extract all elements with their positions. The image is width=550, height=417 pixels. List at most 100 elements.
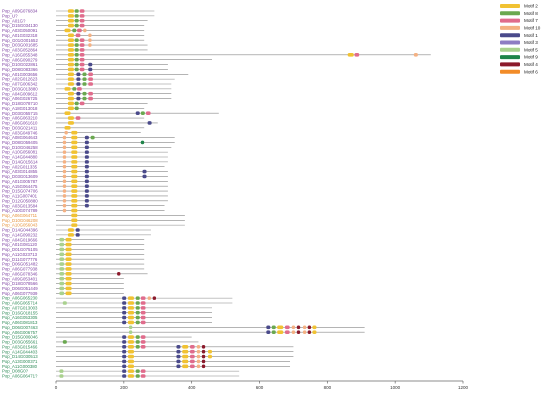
legend-swatch (500, 25, 520, 30)
legend-label: Motif 1 (524, 33, 538, 38)
motif-box (312, 330, 317, 334)
gene-label: Pop_D06G051482 (2, 262, 38, 267)
motif-box (67, 106, 74, 111)
gene-row: Pop_D14G044396 (2, 228, 151, 233)
motif-box (117, 272, 121, 276)
legend-item: Motif 10 (500, 26, 541, 31)
motif-box (176, 349, 181, 354)
gene-row: Pop_D10G046258 (2, 145, 172, 150)
motif-box (71, 160, 78, 164)
gene-label: Pop_A06G026725 (2, 96, 38, 101)
gene-row: Pop_D15G006046 (2, 335, 192, 340)
motif-box (62, 169, 67, 174)
gene-row: Pop_A01G003656 (2, 72, 189, 77)
gene-row: Pop_A09G076834 (2, 9, 155, 14)
motif-box (122, 335, 127, 339)
gene-row: Pop_D03G021411 (2, 125, 145, 130)
motif-box (79, 9, 85, 13)
gene-row: Pop_A14G044403 (2, 349, 294, 354)
motif-box (127, 369, 135, 373)
legend-swatch (500, 55, 520, 60)
motif-box (84, 184, 89, 188)
motif-box (189, 354, 195, 359)
motif-box (128, 325, 133, 330)
motif-box (88, 67, 93, 72)
motif-box (62, 140, 67, 145)
motif-box (74, 14, 79, 18)
motif-box (140, 374, 146, 378)
motif-box (59, 257, 65, 261)
gene-label: Pop_D14G044396 (2, 228, 38, 233)
legend-swatch (500, 4, 520, 8)
motif-box (62, 340, 67, 344)
motif-box (67, 228, 74, 232)
motif-box (135, 296, 140, 300)
legend-item: Motif 9 (500, 55, 538, 60)
motif-box (122, 310, 127, 315)
legend-item: Motif 6 (500, 69, 538, 74)
axis-tick-label: 600 (256, 385, 264, 390)
legend-swatch (500, 33, 520, 38)
motif-box (347, 53, 354, 57)
legend-item: Motif 7 (500, 18, 538, 23)
motif-box (84, 135, 89, 140)
motif-box (182, 354, 189, 359)
motif-box (84, 160, 89, 164)
gene-row: Pop_A16G055348 (2, 52, 431, 57)
motif-box (135, 340, 140, 344)
motif-box (296, 325, 301, 330)
motif-box (79, 43, 85, 47)
motif-box (88, 33, 92, 38)
legend-item: Motif 5 (500, 47, 538, 52)
gene-row: Pop_A06G077939 (2, 291, 124, 296)
motif-box (127, 374, 135, 378)
gene-row: Pop_D01G075105 (2, 247, 145, 252)
motif-box (88, 82, 93, 86)
motif-box (128, 330, 133, 334)
motif-box (189, 359, 195, 364)
motif-box (176, 345, 181, 349)
motif-box (140, 369, 146, 373)
motif-box (84, 194, 89, 198)
gene-label: Pop_D01G075105 (2, 247, 38, 252)
motif-box (145, 111, 151, 115)
motif-box (196, 345, 201, 349)
motif-box (122, 315, 127, 320)
motif-box (65, 262, 72, 266)
motif-box (284, 330, 290, 334)
gene-label: Pop_A13G000371 (2, 359, 38, 364)
gene-row: Pop_A06G063210 (2, 116, 145, 121)
legend-swatch (500, 47, 520, 52)
gene-label: Pop_D11G077776 (2, 257, 38, 262)
gene-row: Pop_D03G055661 (2, 340, 199, 345)
gene-label: Pop_A03G050091 (2, 28, 38, 33)
motif-box (79, 57, 85, 62)
gene-row: Pop_D18G078566 (2, 281, 124, 286)
motif-box (65, 247, 72, 252)
motif-box (176, 364, 181, 369)
legend-item: Motif 4 (500, 62, 538, 67)
motif-box (302, 330, 307, 334)
motif-box (82, 77, 87, 81)
motif-box (127, 359, 135, 364)
gene-row: Pop_A10G056043 (2, 223, 185, 228)
motif-box (64, 126, 71, 130)
x-axis: 0 200 400 600 800 1000 1200 (55, 380, 469, 390)
motif-box (182, 364, 189, 369)
motif-box (196, 364, 201, 369)
motif-box (65, 276, 72, 281)
motif-box (122, 296, 127, 300)
motif-box (312, 325, 317, 330)
gene-row: Pop_D03G013609 (2, 174, 168, 179)
gene-label: Pop_A03G052864 (2, 48, 38, 53)
motif-box (82, 82, 87, 86)
motif-box (140, 340, 146, 344)
motif-box (84, 203, 89, 208)
axis-tick-label: 1000 (390, 385, 401, 390)
motif-box (140, 315, 146, 320)
gene-row: Pop_A09G053401 (2, 276, 124, 281)
motif-box (75, 116, 81, 120)
motif-box (176, 354, 181, 359)
motif-box (90, 135, 95, 140)
gene-label: Pop_U? (2, 13, 18, 18)
